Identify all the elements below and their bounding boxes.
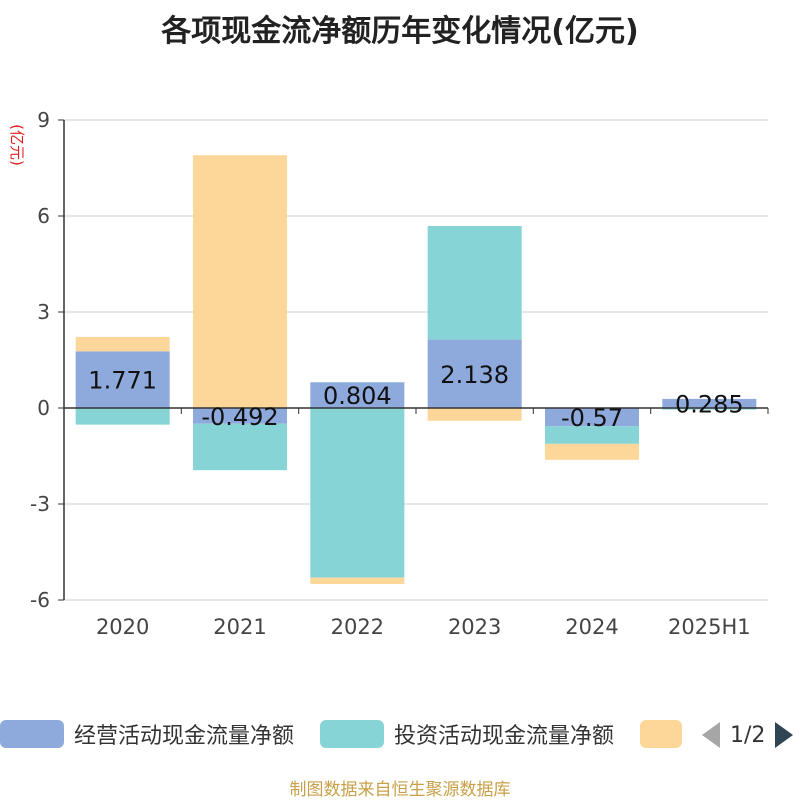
legend-prev-icon[interactable] — [702, 722, 720, 748]
legend-swatch-financing — [640, 720, 682, 748]
y-tick-label: 6 — [37, 204, 50, 228]
bar-series0-2024 — [545, 408, 639, 427]
legend-swatch-operating — [0, 720, 64, 748]
bar-series1-2022 — [310, 408, 405, 578]
y-tick-label: 9 — [37, 108, 50, 132]
bar-series1-2020 — [75, 408, 170, 425]
data-label: -0.57 — [561, 404, 623, 432]
y-tick-label: -6 — [30, 588, 50, 612]
legend-label-investing: 投资活动现金流量净额 — [394, 724, 615, 749]
data-labels: 1.771 -0.492 0.804 2.138 -0.57 0.285 — [88, 361, 743, 432]
x-tick-label: 2022 — [331, 615, 384, 639]
bar-series2-2024 — [545, 443, 639, 460]
data-source-note: 制图数据来自恒生聚源数据库 — [289, 780, 511, 800]
bar-series2-2020 — [75, 336, 170, 352]
bar-series1-2024 — [545, 426, 639, 444]
data-label: 1.771 — [88, 367, 157, 395]
legend-page-indicator: 1/2 — [730, 722, 766, 748]
bar-series0-2022 — [310, 382, 405, 408]
data-label: -0.492 — [201, 403, 278, 431]
bar-series1-2023 — [427, 225, 522, 340]
y-axis-label: (亿元) — [8, 124, 26, 166]
legend-label-operating: 经营活动现金流量净额 — [74, 724, 295, 749]
legend: 经营活动现金流量净额 投资活动现金流量净额 1/2 — [0, 714, 800, 754]
legend-item-financing[interactable] — [640, 714, 682, 754]
bar-chart: -6 -3 0 3 6 9 2020 2021 2022 2023 2024 2025H1 1.771… — [8, 108, 769, 639]
legend-item-investing[interactable]: 投资活动现金流量净额 — [320, 714, 614, 754]
bar-series2-2022 — [310, 577, 405, 584]
chart-title: 各项现金流净额历年变化情况(亿元) — [161, 14, 639, 49]
x-tick-label: 2023 — [448, 615, 501, 639]
x-tick-label: 2025H1 — [668, 615, 751, 639]
bar-series2-2023 — [427, 408, 522, 421]
y-tick-label: -3 — [30, 492, 50, 516]
legend-pager: 1/2 — [702, 720, 794, 750]
bar-series1-2025H1 — [662, 408, 757, 410]
y-tick-label: 3 — [37, 300, 50, 324]
data-label: 0.285 — [675, 390, 744, 418]
legend-item-operating[interactable]: 经营活动现金流量净额 — [0, 714, 294, 754]
bar-series0-2023 — [427, 339, 522, 408]
x-tick-label: 2021 — [213, 615, 266, 639]
grid-lines — [64, 119, 768, 601]
bar-series0-2021 — [193, 408, 287, 424]
legend-swatch-investing — [320, 720, 384, 748]
bar-series1-2021 — [193, 423, 287, 471]
bar-series0-2025H1 — [662, 398, 757, 408]
x-tick-label: 2024 — [565, 615, 618, 639]
bar-series2-2021 — [193, 155, 287, 408]
y-tick-label: 0 — [37, 396, 50, 420]
axes: -6 -3 0 3 6 9 2020 2021 2022 2023 2024 2025H1 — [30, 108, 769, 639]
x-tick-label: 2020 — [96, 615, 149, 639]
bars — [75, 155, 757, 584]
data-label: 2.138 — [440, 361, 509, 389]
legend-next-icon[interactable] — [775, 722, 794, 748]
bar-series0-2020 — [75, 351, 170, 408]
data-label: 0.804 — [323, 382, 392, 410]
